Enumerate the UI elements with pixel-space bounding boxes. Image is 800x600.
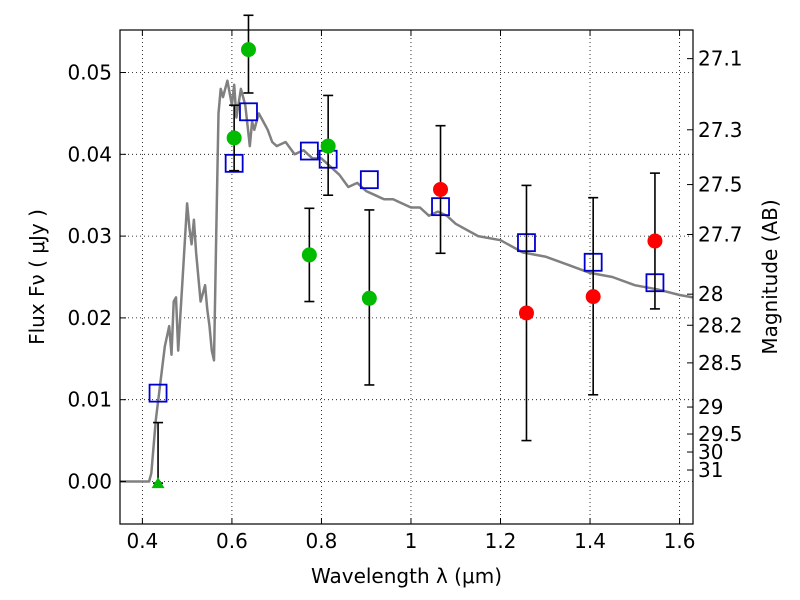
- x-tick-label: 0.4: [126, 529, 158, 553]
- model-spectrum-line: [120, 79, 694, 483]
- y-tick-label: 0.00: [67, 469, 112, 493]
- right-tick-label: 27.3: [698, 118, 743, 142]
- y-tick-label: 0.05: [67, 61, 112, 85]
- right-tick-label: 27.1: [698, 47, 743, 71]
- right-tick-label: 29.5: [698, 422, 743, 446]
- model-photometry-square: [239, 102, 258, 122]
- y-tick-label: 0.04: [67, 142, 112, 166]
- plot-frame: [119, 29, 694, 525]
- y-tick-label: 0.01: [67, 388, 112, 412]
- x-tick-label: 1.2: [485, 529, 517, 553]
- observed-flux-point: [301, 247, 317, 263]
- observed-flux-point: [226, 130, 242, 146]
- y-axis-right-label: Magnitude (AB): [758, 199, 782, 354]
- x-tick-label: 1.4: [574, 529, 606, 553]
- right-tick-label: 29: [698, 395, 723, 419]
- x-tick-label: 1: [405, 529, 418, 553]
- model-photometry-square: [299, 141, 319, 161]
- axis-ticks: 0.4 0.6 0.8 1 1.2 1.4 1.6 0.00 0.01 0.02 0.03 0.04 0…: [67, 30, 743, 553]
- model-photometry-square: [359, 170, 379, 190]
- x-axis-label: Wavelength λ (μm): [311, 564, 502, 588]
- observed-flux-point: [647, 233, 663, 249]
- x-tick-label: 1.6: [664, 529, 696, 553]
- x-tick-label: 0.6: [216, 529, 248, 553]
- plot-series: [120, 14, 694, 489]
- observed-flux-point: [240, 42, 256, 58]
- right-tick-label: 27.7: [698, 222, 743, 246]
- right-tick-label: 30: [698, 440, 723, 464]
- upper-limit-triangle: [151, 477, 165, 489]
- y-tick-label: 0.03: [67, 224, 112, 248]
- right-tick-label: 27.5: [698, 173, 743, 197]
- y-axis-label: Flux Fν ( μJy ): [25, 209, 49, 345]
- x-tick-label: 0.8: [306, 529, 338, 553]
- observed-flux-point: [585, 289, 601, 305]
- right-tick-label: 28.2: [698, 313, 743, 337]
- observed-flux-point: [361, 290, 377, 306]
- observed-flux-point: [320, 138, 336, 154]
- model-photometry-square: [148, 383, 168, 403]
- observed-flux-point: [518, 305, 534, 321]
- right-tick-label: 31: [698, 458, 723, 482]
- y-tick-label: 0.02: [67, 306, 112, 330]
- observed-flux-point: [433, 181, 449, 197]
- right-tick-label: 28: [698, 282, 723, 306]
- right-tick-label: 28.5: [698, 351, 743, 375]
